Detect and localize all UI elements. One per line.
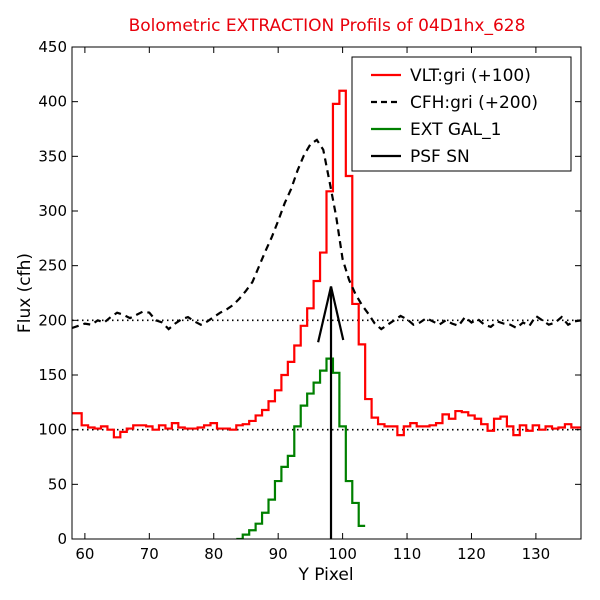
- y-tick-label: 400: [38, 93, 67, 111]
- legend-label-1: CFH:gri (+200): [410, 93, 538, 113]
- y-tick-label: 100: [38, 421, 67, 439]
- legend-label-0: VLT:gri (+100): [410, 66, 531, 86]
- x-tick-label: 90: [269, 545, 288, 563]
- x-axis: 60 70 80 90 100 110 120 130: [75, 47, 550, 563]
- series-line-1: [72, 138, 581, 331]
- legend-label-2: EXT GAL_1: [410, 120, 501, 140]
- y-tick-label: 250: [38, 257, 67, 275]
- y-tick-label: 300: [38, 202, 67, 220]
- x-axis-label: Y Pixel: [297, 565, 353, 585]
- x-tick-label: 100: [328, 545, 357, 563]
- x-tick-label: 60: [75, 545, 94, 563]
- plot-border: [71, 46, 582, 540]
- y-tick-label: 0: [57, 530, 67, 548]
- y-axis-label: Flux (cfh): [15, 253, 35, 333]
- y-tick-label: 350: [38, 147, 67, 165]
- y-tick-label: 200: [38, 311, 67, 329]
- chart-title: Bolometric EXTRACTION Profils of 04D1hx_…: [129, 16, 526, 36]
- y-tick-label: 50: [48, 475, 67, 493]
- x-tick-label: 130: [522, 545, 551, 563]
- x-tick-label: 80: [204, 545, 223, 563]
- legend-label-3: PSF SN: [410, 147, 470, 167]
- y-axis: 0 50 100 150 200 250 300 350 400 450: [38, 38, 581, 548]
- series-line-2: [236, 357, 366, 539]
- psf-peak: [317, 286, 345, 343]
- x-tick-label: 110: [393, 545, 422, 563]
- x-tick-label: 70: [140, 545, 159, 563]
- y-tick-label: 450: [38, 38, 67, 56]
- y-tick-label: 150: [38, 366, 67, 384]
- x-tick-label: 120: [457, 545, 486, 563]
- series-line-0: [72, 89, 581, 439]
- legend: VLT:gri (+100) CFH:gri (+200) EXT GAL_1 PSF…: [351, 56, 572, 172]
